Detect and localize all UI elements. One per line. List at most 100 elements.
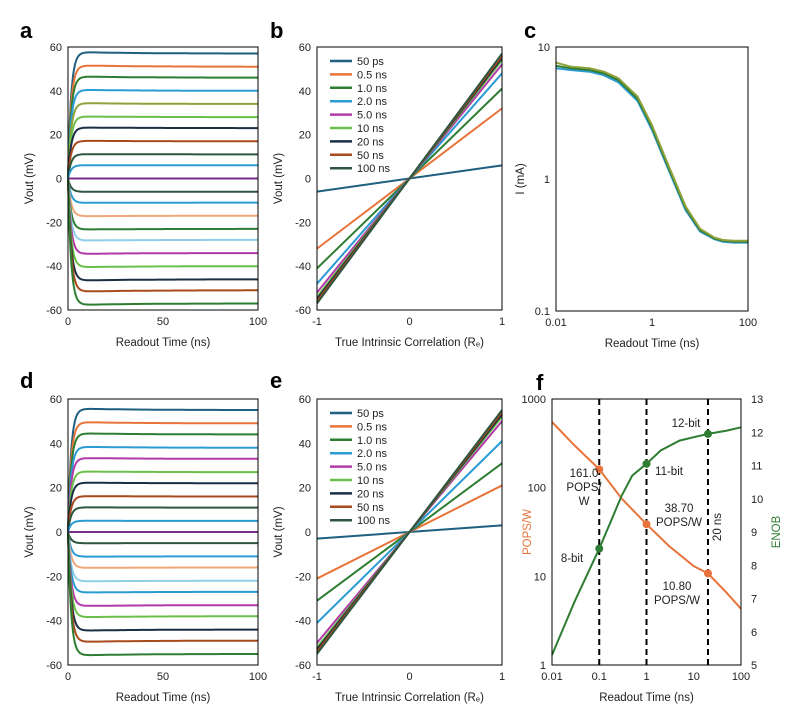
annotation-pops-01: W: [579, 496, 590, 508]
settling-curve: [67, 407, 258, 533]
legend-label: 0.5 ns: [357, 421, 387, 433]
settling-curve: [67, 531, 258, 594]
panel-letter-b: b: [270, 18, 283, 43]
plot-frame: [551, 398, 742, 666]
y2-tick-label: 5: [751, 660, 757, 672]
x-tick-label: 10: [688, 671, 700, 683]
y-tick-label: 40: [50, 86, 62, 98]
legend-label: 20 ns: [357, 488, 384, 500]
x-tick-label: 50: [157, 671, 169, 683]
y2-tick-label: 6: [751, 627, 757, 639]
annotation-pops-01: POPS/: [566, 482, 602, 494]
y-tick-label: -60: [295, 305, 311, 317]
annotation-pops-20: POPS/W: [654, 595, 700, 607]
enob-marker: [595, 544, 604, 553]
y-tick-label: 60: [299, 394, 311, 406]
y-tick-label: 0: [56, 527, 62, 539]
x-tick-label: 100: [732, 671, 750, 683]
legend-label: 100 ns: [357, 163, 391, 175]
settling-curve: [67, 178, 258, 218]
y2-tick-label: 11: [751, 461, 762, 473]
settling-curve: [67, 531, 258, 583]
annotation-vline: 20 ns: [712, 513, 724, 541]
settling-curve: [67, 75, 258, 179]
legend-label: 50 ps: [357, 56, 384, 68]
y2-tick-label: 10: [751, 494, 763, 506]
x-axis-label: True Intrinsic Correlation (Rₑ): [335, 692, 484, 704]
y-tick-label: 20: [50, 130, 62, 142]
current-curve: [555, 61, 748, 242]
y-tick-label: 10: [538, 42, 550, 54]
settling-curve: [67, 178, 258, 282]
settling-curve: [67, 178, 258, 204]
settling-curve: [67, 164, 258, 179]
panel-e: e -60 -40 -20 0 20 40 60 -1 0 1 True Intrinsic Corr…: [270, 368, 505, 704]
y-tick-label: 100: [528, 483, 546, 495]
settling-curve: [67, 531, 258, 558]
settling-curve: [67, 519, 258, 533]
annotation-enob-01: 8-bit: [561, 553, 584, 565]
y-tick-label: 10: [534, 571, 546, 583]
settling-curve: [67, 531, 258, 657]
y-axis-label: Vout (mV): [273, 506, 285, 557]
panel-letter-e: e: [270, 368, 282, 393]
plot-frame: [555, 46, 749, 312]
x-tick-label: 0.01: [541, 671, 562, 683]
pops-per-watt-line: [551, 421, 742, 610]
y-tick-label: -40: [46, 261, 62, 273]
y-axis-label: Vout (mV): [273, 153, 285, 204]
x-tick-label: -1: [312, 671, 322, 683]
x-tick-label: -1: [312, 316, 322, 328]
settling-curve: [67, 531, 258, 618]
current-curve: [555, 64, 748, 243]
annotation-pops-1: POPS/W: [656, 517, 702, 529]
x-tick-label: 0.1: [592, 671, 607, 683]
settling-curve: [67, 153, 258, 179]
settling-curve: [67, 531, 258, 607]
x-tick-label: 50: [157, 316, 169, 328]
plot-frame: [316, 46, 503, 311]
y-tick-label: 40: [50, 438, 62, 450]
x-tick-label: 1: [643, 671, 649, 683]
series-line: [316, 52, 503, 305]
panel-letter-d: d: [20, 368, 33, 393]
y-tick-label: 60: [299, 42, 311, 54]
x-tick-label: 100: [739, 317, 757, 329]
pops-marker: [595, 465, 604, 474]
annotation-pops-1: 38.70: [665, 503, 694, 515]
y-axis-label: Vout (mV): [24, 153, 36, 204]
panel-b: b -60 -40 -20 0 20 40 60 -1 0 1 True Intrinsic Corr…: [270, 18, 505, 349]
settling-curve: [67, 481, 258, 533]
y-tick-label: -60: [46, 305, 62, 317]
settling-curve: [67, 178, 258, 306]
panel-letter-a: a: [20, 18, 33, 43]
panel-d: d -60 -40 -20 0 20 40 60 0 50 100 Readout Time (ns)…: [20, 368, 267, 704]
annotation-enob-1: 11-bit: [655, 466, 684, 478]
legend-label: 10 ns: [357, 123, 384, 135]
y2-tick-label: 9: [751, 527, 757, 539]
x-tick-label: 100: [249, 671, 267, 683]
legend-label: 50 ps: [357, 408, 384, 420]
y-tick-label: 0: [305, 527, 311, 539]
x-axis-label: Readout Time (ns): [599, 692, 694, 704]
y-tick-label: -40: [295, 616, 311, 628]
current-curve: [555, 67, 748, 244]
panel-a: a -60 -40 -20 0 20 40 60 0 50 100 Readout Time (ns)…: [20, 18, 267, 349]
settling-curve: [67, 115, 258, 179]
y-axis-label: I (mA): [515, 163, 527, 194]
x-tick-label: 1: [499, 316, 505, 328]
x-axis-label: Readout Time (ns): [605, 338, 700, 350]
y2-tick-label: 13: [751, 394, 763, 406]
y-tick-label: -20: [295, 571, 311, 583]
legend-label: 50 ns: [357, 150, 384, 162]
x-tick-label: 0: [406, 671, 412, 683]
annotation-pops-20: 10.80: [663, 581, 692, 593]
y-tick-label: 0: [56, 174, 62, 186]
x-tick-label: 0: [406, 316, 412, 328]
y-tick-label: 60: [50, 394, 62, 406]
y-tick-label: 40: [299, 438, 311, 450]
y-tick-label: 20: [299, 130, 311, 142]
y-tick-label: -20: [46, 217, 62, 229]
